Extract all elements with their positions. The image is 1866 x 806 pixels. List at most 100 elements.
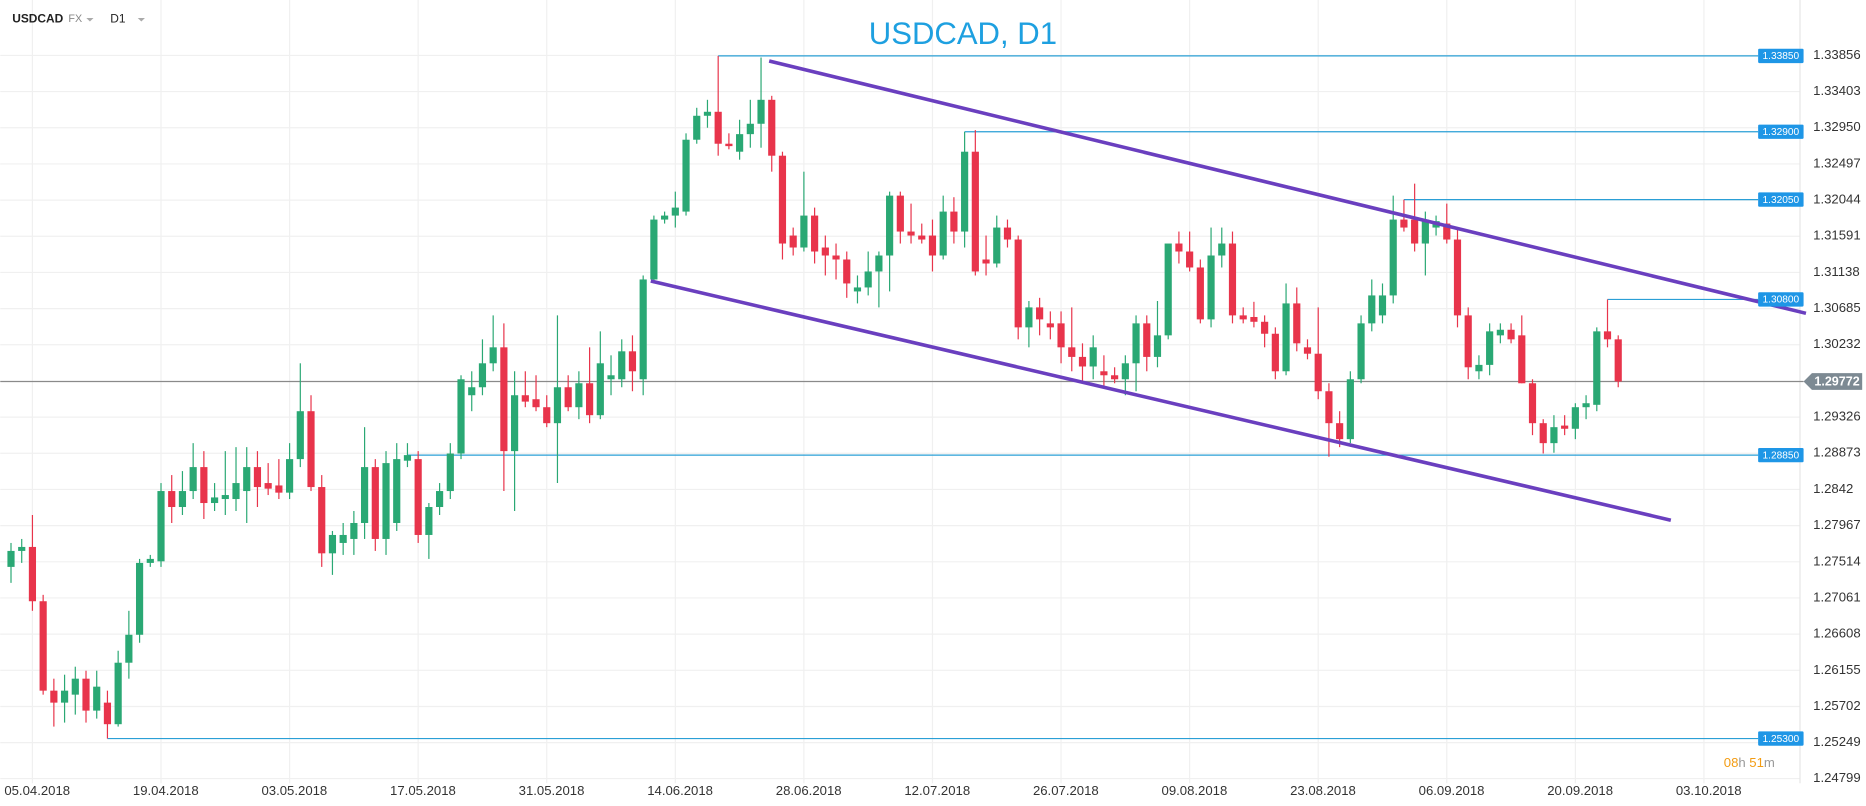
level-label-box xyxy=(1758,731,1804,746)
candle-body xyxy=(543,407,551,424)
candle-body xyxy=(1207,255,1215,320)
candle-body xyxy=(1014,239,1022,328)
market[interactable]: FX xyxy=(68,13,82,25)
candle-body xyxy=(982,259,990,264)
candle-body xyxy=(1175,243,1183,252)
level-label-box xyxy=(1758,124,1804,139)
candle-body xyxy=(586,383,594,416)
candle-body xyxy=(1346,379,1354,440)
candle-body xyxy=(1614,339,1622,382)
candle-body xyxy=(1282,303,1290,372)
x-tick-label: 20.09.2018 xyxy=(1547,783,1613,798)
y-tick-label: 1.33403 xyxy=(1813,83,1861,98)
candle-body xyxy=(832,255,840,260)
candle-body xyxy=(1336,423,1344,440)
candle-body xyxy=(896,195,904,232)
x-tick-label: 17.05.2018 xyxy=(390,783,456,798)
dropdown-caret xyxy=(86,17,94,22)
level-label-box xyxy=(1758,192,1804,207)
candle-body xyxy=(532,399,540,408)
candle-body xyxy=(1389,219,1397,296)
candle-body xyxy=(725,143,733,147)
candle-body xyxy=(1464,315,1472,368)
level-label: 1.30800 xyxy=(1762,295,1799,306)
trend-line xyxy=(768,59,1807,316)
y-tick-label: 1.29326 xyxy=(1813,409,1861,424)
candle-body xyxy=(1582,403,1590,408)
candle-body xyxy=(575,383,583,408)
candle-body xyxy=(628,351,637,372)
candle-body xyxy=(886,195,894,256)
candle-body xyxy=(1111,375,1119,380)
candle-body xyxy=(60,690,69,703)
candle-body xyxy=(1539,423,1547,444)
x-tick-label: 23.08.2018 xyxy=(1290,783,1356,798)
candle-body xyxy=(1518,335,1526,384)
current-price-label: 1.29772 xyxy=(1814,374,1859,388)
level-label-box xyxy=(1758,447,1804,463)
candle-body xyxy=(800,215,808,248)
candle-body xyxy=(1003,227,1012,240)
x-tick-label: 26.07.2018 xyxy=(1033,783,1099,798)
candle-body xyxy=(1443,223,1451,240)
candle-body xyxy=(1068,347,1076,357)
candle-body xyxy=(189,467,197,492)
candle-body xyxy=(436,491,444,508)
y-tick-label: 1.2842 xyxy=(1813,481,1853,496)
candle-body xyxy=(1143,323,1151,357)
candle-body xyxy=(511,395,519,452)
y-tick-label: 1.31591 xyxy=(1813,228,1861,243)
candle-body xyxy=(1196,267,1204,320)
candle-body xyxy=(350,522,358,539)
y-tick-label: 1.26155 xyxy=(1813,662,1861,677)
candle-body xyxy=(178,491,187,508)
candle-body xyxy=(478,363,487,388)
grid-layer xyxy=(0,0,1801,784)
timer: 08h 51m xyxy=(1724,756,1775,771)
candle-body xyxy=(682,139,690,212)
candle-body xyxy=(1528,383,1537,424)
candle-body xyxy=(950,211,958,232)
candle-body xyxy=(307,411,315,488)
candle-body xyxy=(168,491,176,508)
candle-body xyxy=(382,463,390,539)
candle-body xyxy=(1486,331,1494,365)
candle-body xyxy=(907,231,915,236)
trend-line xyxy=(650,279,1672,522)
candle-body xyxy=(778,155,787,244)
candle-body xyxy=(757,99,765,124)
candle-body xyxy=(18,546,26,551)
y-tick-label: 1.30232 xyxy=(1813,336,1861,351)
candle-body xyxy=(821,247,829,256)
candle-body xyxy=(264,483,272,489)
candles-layer xyxy=(7,55,1622,739)
candle-body xyxy=(811,215,819,252)
candle-body xyxy=(971,151,979,272)
candle-body xyxy=(446,453,454,492)
symbol[interactable]: USDCAD xyxy=(12,11,63,25)
candle-body xyxy=(1421,219,1429,244)
candle-body xyxy=(1025,307,1033,328)
candle-body xyxy=(210,497,219,504)
candle-body xyxy=(1121,363,1129,380)
candle-body xyxy=(1271,333,1279,372)
candle-body xyxy=(618,351,626,380)
candle-body xyxy=(607,375,615,380)
candle-body xyxy=(1186,251,1194,268)
candle-body xyxy=(1561,425,1569,429)
level-label: 1.28850 xyxy=(1762,450,1799,461)
x-tick-label: 09.08.2018 xyxy=(1162,783,1228,798)
interval[interactable]: D1 xyxy=(110,11,126,25)
candle-body xyxy=(82,678,90,711)
chart-title: USDCAD, D1 xyxy=(869,16,1057,51)
candle-body xyxy=(1325,391,1333,424)
y-tick-label: 1.30685 xyxy=(1813,300,1861,315)
candle-body xyxy=(693,115,701,140)
y-tick-label: 1.27514 xyxy=(1813,553,1861,568)
candle-body xyxy=(1132,323,1140,364)
x-tick-label: 14.06.2018 xyxy=(647,783,713,798)
candle-body xyxy=(221,495,229,500)
y-tick-label: 1.24799 xyxy=(1813,770,1861,785)
y-tick-label: 1.25702 xyxy=(1813,698,1861,713)
timer-unit: h xyxy=(1738,756,1745,771)
